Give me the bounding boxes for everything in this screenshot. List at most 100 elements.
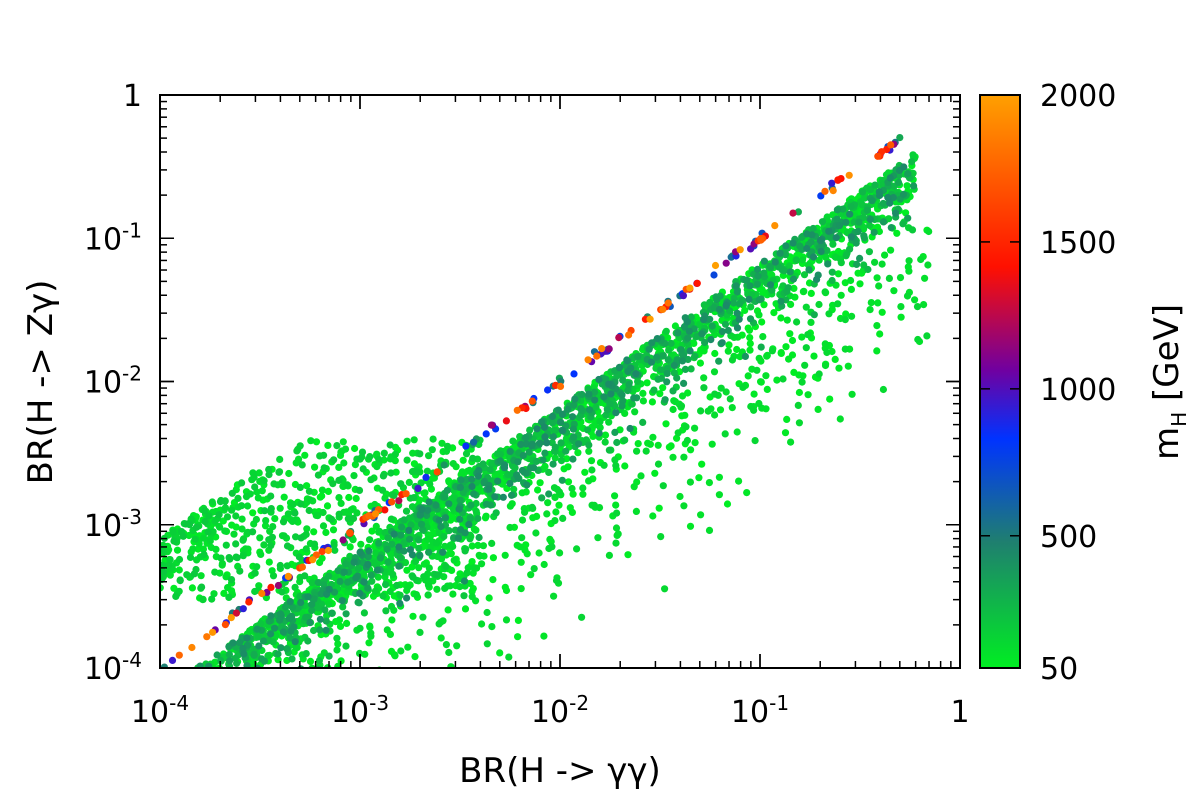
data-point [245,598,253,606]
data-point [624,387,632,395]
data-point [466,535,474,543]
data-point [160,750,167,757]
data-point [583,426,592,434]
data-point [198,583,206,591]
data-point [306,657,315,666]
data-point [238,479,246,487]
data-point [286,703,293,710]
data-point [307,712,314,719]
colorbar-tick-label: 2000 [1040,79,1116,114]
data-point [612,461,620,470]
data-point [259,771,266,778]
data-point [219,711,226,718]
data-point [759,333,767,341]
data-point [446,541,454,550]
data-point [746,340,754,348]
data-point [527,571,535,579]
data-point [388,616,396,624]
data-point [389,695,396,702]
data-point [833,206,842,214]
data-point [295,553,303,561]
data-point [790,284,798,292]
data-point [189,714,196,721]
data-point [422,731,429,738]
data-point [600,461,608,469]
data-point [417,520,426,528]
data-point [368,527,376,535]
data-point [897,303,905,311]
data-point [175,681,182,688]
data-point [541,433,549,441]
data-point [693,279,701,287]
data-point [630,483,638,491]
data-point [852,239,860,247]
data-point [305,699,312,706]
data-point [339,603,347,611]
data-point [248,681,255,688]
data-point [808,231,816,239]
data-point [418,711,425,718]
data-point [751,437,759,445]
data-point [463,569,471,577]
data-point [175,651,183,659]
data-point [458,468,466,476]
data-point [306,619,314,627]
data-point [879,218,888,226]
data-point [726,395,734,403]
data-point [414,484,422,492]
data-point [711,411,719,419]
data-point [215,511,223,519]
data-point [271,515,279,523]
data-point [575,440,583,448]
data-point [735,315,743,323]
data-point [796,242,804,250]
y-tick-label: 10-4 [84,648,142,687]
data-point [828,276,836,285]
data-point [285,614,293,623]
data-point [261,507,269,515]
data-point [196,697,203,704]
data-point [724,347,732,355]
data-point [556,382,565,390]
data-point [479,709,486,716]
data-point [825,227,833,235]
data-point [753,265,762,273]
data-point [744,372,752,380]
data-point [392,443,400,451]
data-point [433,468,441,476]
data-point [420,560,428,568]
data-point [757,343,765,351]
data-point [185,531,193,540]
data-point [325,600,333,608]
data-point [352,574,360,582]
data-point [186,716,193,723]
data-point [173,736,180,743]
data-point [395,562,403,570]
data-point [528,397,536,405]
data-point [437,634,445,642]
data-point [208,498,216,506]
data-point [410,494,418,502]
data-point [706,298,714,307]
data-point [223,513,232,521]
data-point [258,589,266,598]
data-point [387,602,396,611]
data-point [269,523,277,531]
data-point [337,499,345,507]
data-point [445,648,453,657]
data-point [798,233,806,241]
data-point [194,690,201,697]
data-point [243,634,251,642]
data-point [283,645,291,653]
data-point [424,506,432,515]
data-point [389,570,397,578]
data-point [677,346,685,354]
data-point [590,421,599,429]
data-point [865,221,874,230]
data-point [645,345,653,353]
data-point [924,261,932,269]
data-point [834,300,842,308]
data-point [700,374,708,382]
data-point [549,419,557,427]
data-point [340,568,348,576]
